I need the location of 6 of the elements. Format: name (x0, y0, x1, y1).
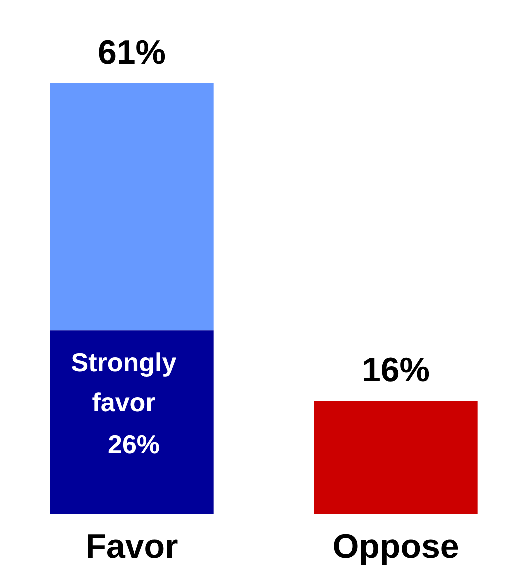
x-tick-label: Favor (86, 528, 178, 566)
data-label: 26% (108, 430, 160, 460)
total-label: 16% (362, 352, 430, 390)
series-label: Strongly favor (71, 348, 178, 418)
x-tick-label: Oppose (332, 528, 460, 566)
total-label: 61% (98, 34, 166, 72)
